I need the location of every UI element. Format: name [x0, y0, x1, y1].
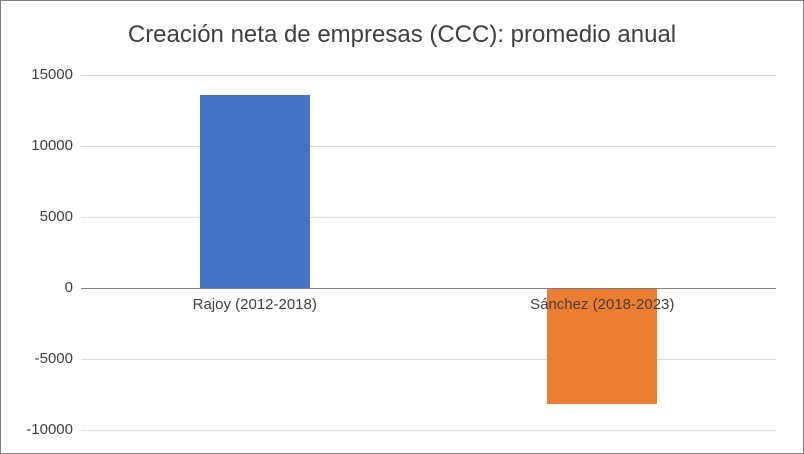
y-gridline — [81, 217, 776, 218]
y-gridline — [81, 146, 776, 147]
bar-series-1 — [547, 288, 658, 405]
bar-series-0 — [199, 94, 310, 288]
y-gridline — [81, 430, 776, 431]
y-tick-label: 5000 — [39, 208, 73, 225]
y-tick-label: -10000 — [26, 421, 73, 438]
x-axis-line — [81, 288, 776, 289]
y-tick-label: 15000 — [31, 66, 73, 83]
y-gridline — [81, 359, 776, 360]
category-label: Sánchez (2018-2023) — [530, 296, 675, 313]
chart-title: Creación neta de empresas (CCC): promedi… — [127, 21, 677, 48]
y-gridline — [81, 75, 776, 76]
y-tick-label: -5000 — [34, 350, 73, 367]
y-tick-label: 10000 — [31, 137, 73, 154]
y-tick-label: 0 — [64, 279, 73, 296]
category-label: Rajoy (2012-2018) — [192, 296, 317, 313]
